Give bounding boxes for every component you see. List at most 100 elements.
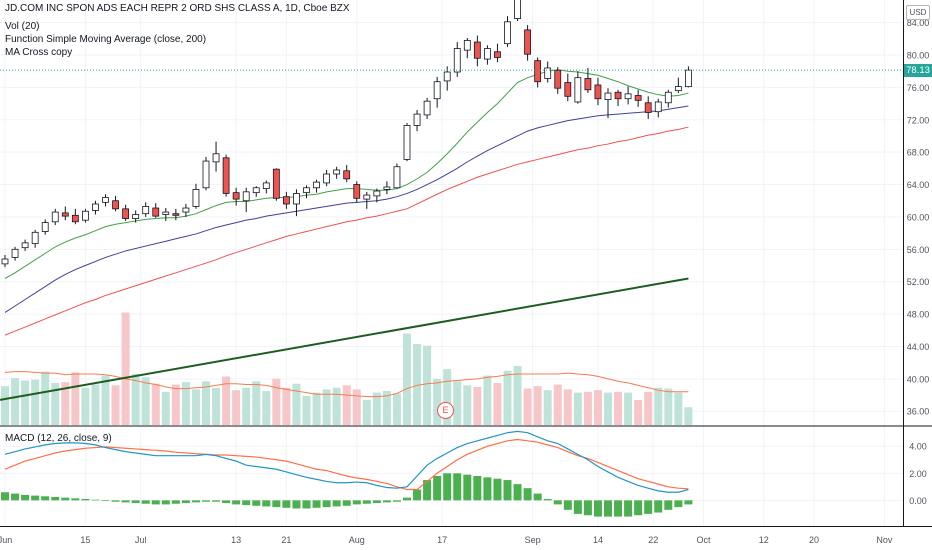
time-tick-label: 17: [437, 535, 447, 545]
candle: [92, 200, 99, 215]
candle-body-up: [142, 206, 150, 215]
macd-legend[interactable]: MACD (12, 26, close, 9): [5, 433, 112, 444]
volume-bar: [664, 388, 673, 425]
earnings-badge[interactable]: E: [437, 402, 454, 419]
volume-bar: [171, 384, 180, 425]
candle: [433, 76, 441, 108]
candle: [634, 89, 642, 107]
candle-body-up: [393, 166, 401, 189]
ma-slow-line: [4, 126, 689, 336]
candle: [232, 187, 240, 206]
macd-histogram-bar: [332, 500, 341, 507]
volume-bar: [81, 387, 90, 425]
volume-bar: [413, 344, 422, 425]
candle: [594, 77, 602, 106]
time-tick-label: 12: [759, 535, 769, 545]
volume-bar: [322, 389, 331, 425]
candle-body-up: [252, 187, 260, 194]
volume-bar: [553, 384, 562, 425]
candle-body-down: [71, 214, 79, 223]
time-tick-label: 20: [809, 535, 819, 545]
macd-histogram-bar: [403, 497, 411, 501]
candle: [303, 185, 310, 199]
macd-histogram-bar: [21, 494, 30, 501]
price-tick-label: 68.00: [907, 148, 930, 158]
macd-histogram-bar: [81, 499, 90, 501]
volume-bar: [111, 385, 120, 425]
macd-histogram-bar: [292, 500, 301, 509]
candle: [333, 166, 341, 179]
volume-bar: [493, 382, 502, 425]
macd-histogram-bar: [101, 500, 110, 502]
macd-histogram-bar: [503, 480, 512, 501]
candle-body-up: [504, 21, 511, 45]
macd-histogram-bar: [151, 500, 160, 505]
macd-histogram-bar: [242, 500, 251, 506]
volume-bar: [141, 377, 150, 425]
volume-bar: [121, 312, 130, 425]
volume-bar: [423, 345, 432, 425]
volume-bar: [674, 392, 683, 425]
candle: [222, 154, 230, 197]
volume-bar: [312, 392, 321, 425]
volume-bar: [181, 382, 190, 425]
volume-bar: [212, 387, 221, 425]
candle-body-up: [333, 169, 341, 175]
macd-histogram-bar: [604, 500, 612, 517]
currency-badge[interactable]: USD: [906, 5, 930, 20]
candle-body-up: [363, 194, 371, 200]
price-tick-label: 36.00: [907, 407, 930, 417]
macd-histogram-bar: [533, 493, 542, 501]
candle-body-up: [443, 71, 451, 82]
candle-body-up: [11, 248, 19, 258]
time-tick-label: 15: [80, 535, 90, 545]
macd-histogram-bar: [573, 500, 582, 514]
candle: [252, 186, 260, 197]
candle: [102, 194, 109, 207]
candle-body-up: [624, 93, 632, 100]
candle: [453, 42, 461, 77]
volume-bar: [583, 391, 592, 425]
candle: [403, 123, 411, 162]
volume-legend[interactable]: Vol (20): [5, 21, 40, 32]
candle: [323, 169, 331, 187]
time-tick-label: 14: [593, 535, 603, 545]
volume-bar: [654, 387, 663, 425]
candle-body-up: [574, 77, 582, 103]
macd-histogram-bar: [624, 500, 633, 517]
volume-bar: [473, 386, 482, 425]
candle-body-down: [644, 102, 652, 113]
volume-bar: [262, 390, 271, 425]
candle-body-up: [21, 242, 29, 249]
volume-bar: [342, 385, 351, 425]
candle-body-up: [162, 211, 170, 215]
macd-histogram-bar: [222, 500, 231, 504]
candle: [393, 163, 401, 189]
volume-bar: [222, 376, 231, 425]
ma-mid-line: [4, 105, 689, 313]
macd-histogram-bar: [342, 500, 351, 506]
candle: [282, 191, 290, 209]
macd-histogram-bar: [563, 500, 572, 510]
candle: [644, 96, 652, 119]
symbol-legend[interactable]: JD.COM INC SPON ADS EACH REPR 2 ORD SHS …: [5, 3, 350, 14]
candle-body-down: [564, 82, 572, 97]
volume-bar: [191, 389, 200, 425]
candle-body-down: [634, 95, 642, 101]
sma-legend[interactable]: Function Simple Moving Average (close, 2…: [5, 34, 207, 45]
candle: [534, 57, 542, 88]
candle-body-down: [272, 168, 280, 199]
macd-histogram-bar: [684, 500, 693, 505]
macd-histogram-bar: [483, 477, 492, 501]
volume-bar: [372, 392, 381, 425]
candle: [112, 195, 119, 212]
ma-cross-legend[interactable]: MA Cross copy: [5, 47, 73, 58]
candlesticks: [1, 0, 692, 268]
candle-body-up: [82, 210, 89, 221]
macd-histogram-bar: [443, 473, 452, 501]
macd-histogram-bar: [121, 500, 130, 503]
candle-body-up: [685, 69, 692, 87]
macd-tick-label: 2.00: [909, 469, 927, 479]
volume-bar: [503, 370, 512, 425]
